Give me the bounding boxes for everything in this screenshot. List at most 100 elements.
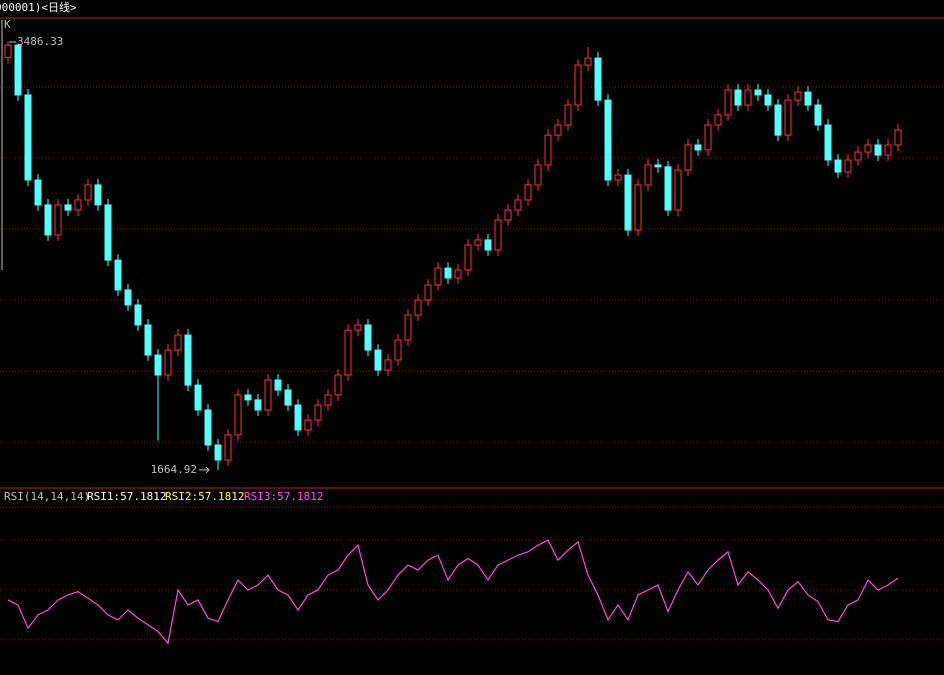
candle-body: [184, 334, 192, 386]
candle-body: [654, 164, 662, 168]
candle-body: [234, 394, 242, 436]
candle-body: [354, 324, 362, 331]
candle-body: [284, 389, 292, 406]
candle-body: [594, 57, 602, 101]
candle-body: [454, 269, 462, 279]
candle-body: [24, 94, 32, 181]
candle-body: [534, 164, 542, 186]
candle-body: [884, 144, 892, 156]
candle-body: [614, 174, 622, 181]
window-title: 000001)<日线>: [0, 0, 77, 14]
candle-body: [504, 209, 512, 221]
candle-body: [294, 404, 302, 431]
candle-body: [544, 134, 552, 166]
candle-body: [824, 124, 832, 161]
candle-body: [684, 144, 692, 171]
candle-body: [84, 184, 92, 201]
candle-body: [664, 166, 672, 211]
min-label: 1664.92: [151, 463, 197, 476]
candle-body: [204, 409, 212, 446]
candle-body: [604, 99, 612, 181]
candle-body: [424, 284, 432, 301]
legend-value: 57.1812: [277, 490, 323, 503]
candle-body: [494, 219, 502, 251]
candle-body: [104, 204, 112, 261]
candle-body: [434, 267, 442, 286]
legend-entry: RSI3:57.1812: [244, 490, 323, 503]
candle-body: [384, 359, 392, 371]
candle-body: [34, 179, 42, 206]
candle-body: [394, 339, 402, 361]
candle-body: [634, 184, 642, 231]
candle-body: [74, 199, 82, 211]
candle-body: [344, 329, 352, 376]
legend-entry: RSI1:57.1812: [87, 490, 166, 503]
candle-body: [144, 324, 152, 356]
min-arrow: [205, 466, 210, 474]
candle-body: [464, 244, 472, 271]
candle-body: [64, 204, 72, 211]
candle-body: [754, 89, 762, 96]
rsi-line: [7, 539, 899, 645]
candle-body: [574, 64, 582, 106]
candle-body: [804, 91, 812, 106]
legend-name: RSI2:: [165, 490, 198, 503]
candle-body: [134, 304, 142, 326]
candle-body: [514, 199, 522, 211]
candle-body: [254, 399, 262, 411]
panel-label: K: [4, 18, 11, 31]
candle-body: [554, 124, 562, 136]
candle-body: [334, 374, 342, 396]
candle-body: [894, 129, 902, 146]
legend-entry: RSI2:57.1812: [165, 490, 244, 503]
candle-body: [4, 44, 12, 59]
candle-body: [794, 91, 802, 101]
candle-body: [164, 349, 172, 376]
candle-body: [744, 89, 752, 106]
candle-body: [624, 174, 632, 231]
candle-body: [14, 44, 22, 96]
candle-body: [474, 239, 482, 246]
candle-body: [854, 151, 862, 161]
candle-body: [714, 114, 722, 126]
candle-body: [764, 94, 772, 106]
candle-body: [814, 104, 822, 126]
candle-body: [224, 434, 232, 461]
candle-body: [564, 104, 572, 126]
candle-body: [724, 89, 732, 116]
candle-body: [324, 394, 332, 406]
candle-body: [264, 379, 272, 411]
candle-body: [674, 169, 682, 211]
candle-body: [404, 314, 412, 341]
candle-body: [484, 239, 492, 251]
max-label: 3486.33: [17, 35, 63, 48]
candle-body: [834, 159, 842, 173]
indicator-label: RSI(14,14,14): [4, 490, 90, 503]
candle-body: [364, 324, 372, 351]
candle-body: [94, 184, 102, 206]
candle-body: [314, 404, 322, 421]
candle-body: [124, 289, 132, 306]
candle-body: [864, 144, 872, 153]
candle-body: [734, 89, 742, 106]
legend-value: 57.1812: [198, 490, 244, 503]
legend-name: RSI3:: [244, 490, 277, 503]
candle-body: [784, 99, 792, 136]
candle-body: [304, 419, 312, 431]
candle-body: [244, 394, 252, 401]
candle-body: [374, 349, 382, 371]
candle-body: [524, 184, 532, 201]
candle-body: [214, 444, 222, 461]
candle-body: [194, 384, 202, 411]
candle-body: [414, 299, 422, 316]
candle-body: [584, 57, 592, 66]
candle-body: [774, 104, 782, 136]
candle-body: [54, 204, 62, 236]
candle-body: [114, 259, 122, 291]
legend-value: 57.1812: [120, 490, 166, 503]
candle-body: [444, 267, 452, 279]
legend-name: RSI1:: [87, 490, 120, 503]
